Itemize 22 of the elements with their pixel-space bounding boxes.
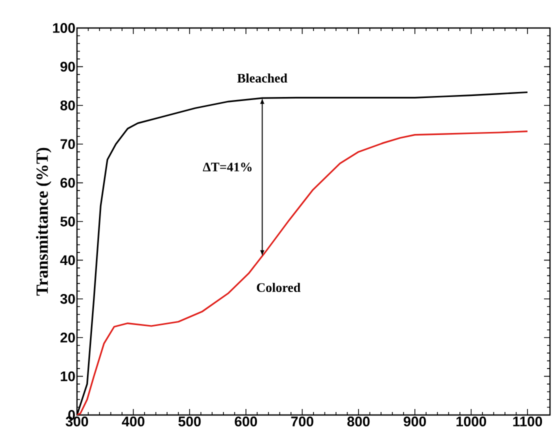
- y-tick-label: 80: [60, 100, 75, 110]
- y-tick-label: 100: [53, 23, 75, 33]
- y-tick-label: 90: [60, 62, 75, 72]
- series-label: Bleached: [237, 73, 288, 83]
- annotation: ΔT=41%: [202, 162, 252, 172]
- x-tick-label: 800: [347, 416, 370, 426]
- x-tick-label: 600: [234, 416, 257, 426]
- x-tick-label: 700: [291, 416, 314, 426]
- x-tick-label: 1100: [513, 416, 542, 426]
- x-tick-label: 500: [178, 416, 201, 426]
- y-tick-label: 50: [60, 216, 75, 226]
- y-tick-label: 70: [60, 139, 75, 150]
- x-tick-label: 400: [122, 416, 144, 426]
- x-tick-label: 900: [404, 416, 426, 426]
- y-tick-label: 30: [60, 294, 75, 304]
- y-axis-title: Transmittance (%T): [36, 148, 52, 296]
- y-tick-label: 10: [60, 371, 75, 382]
- series-label: Colored: [256, 282, 300, 292]
- y-tick-label: 60: [60, 178, 75, 188]
- y-tick-label: 20: [60, 332, 75, 343]
- y-tick-label: 40: [60, 255, 75, 266]
- x-tick-label: 1000: [456, 416, 486, 426]
